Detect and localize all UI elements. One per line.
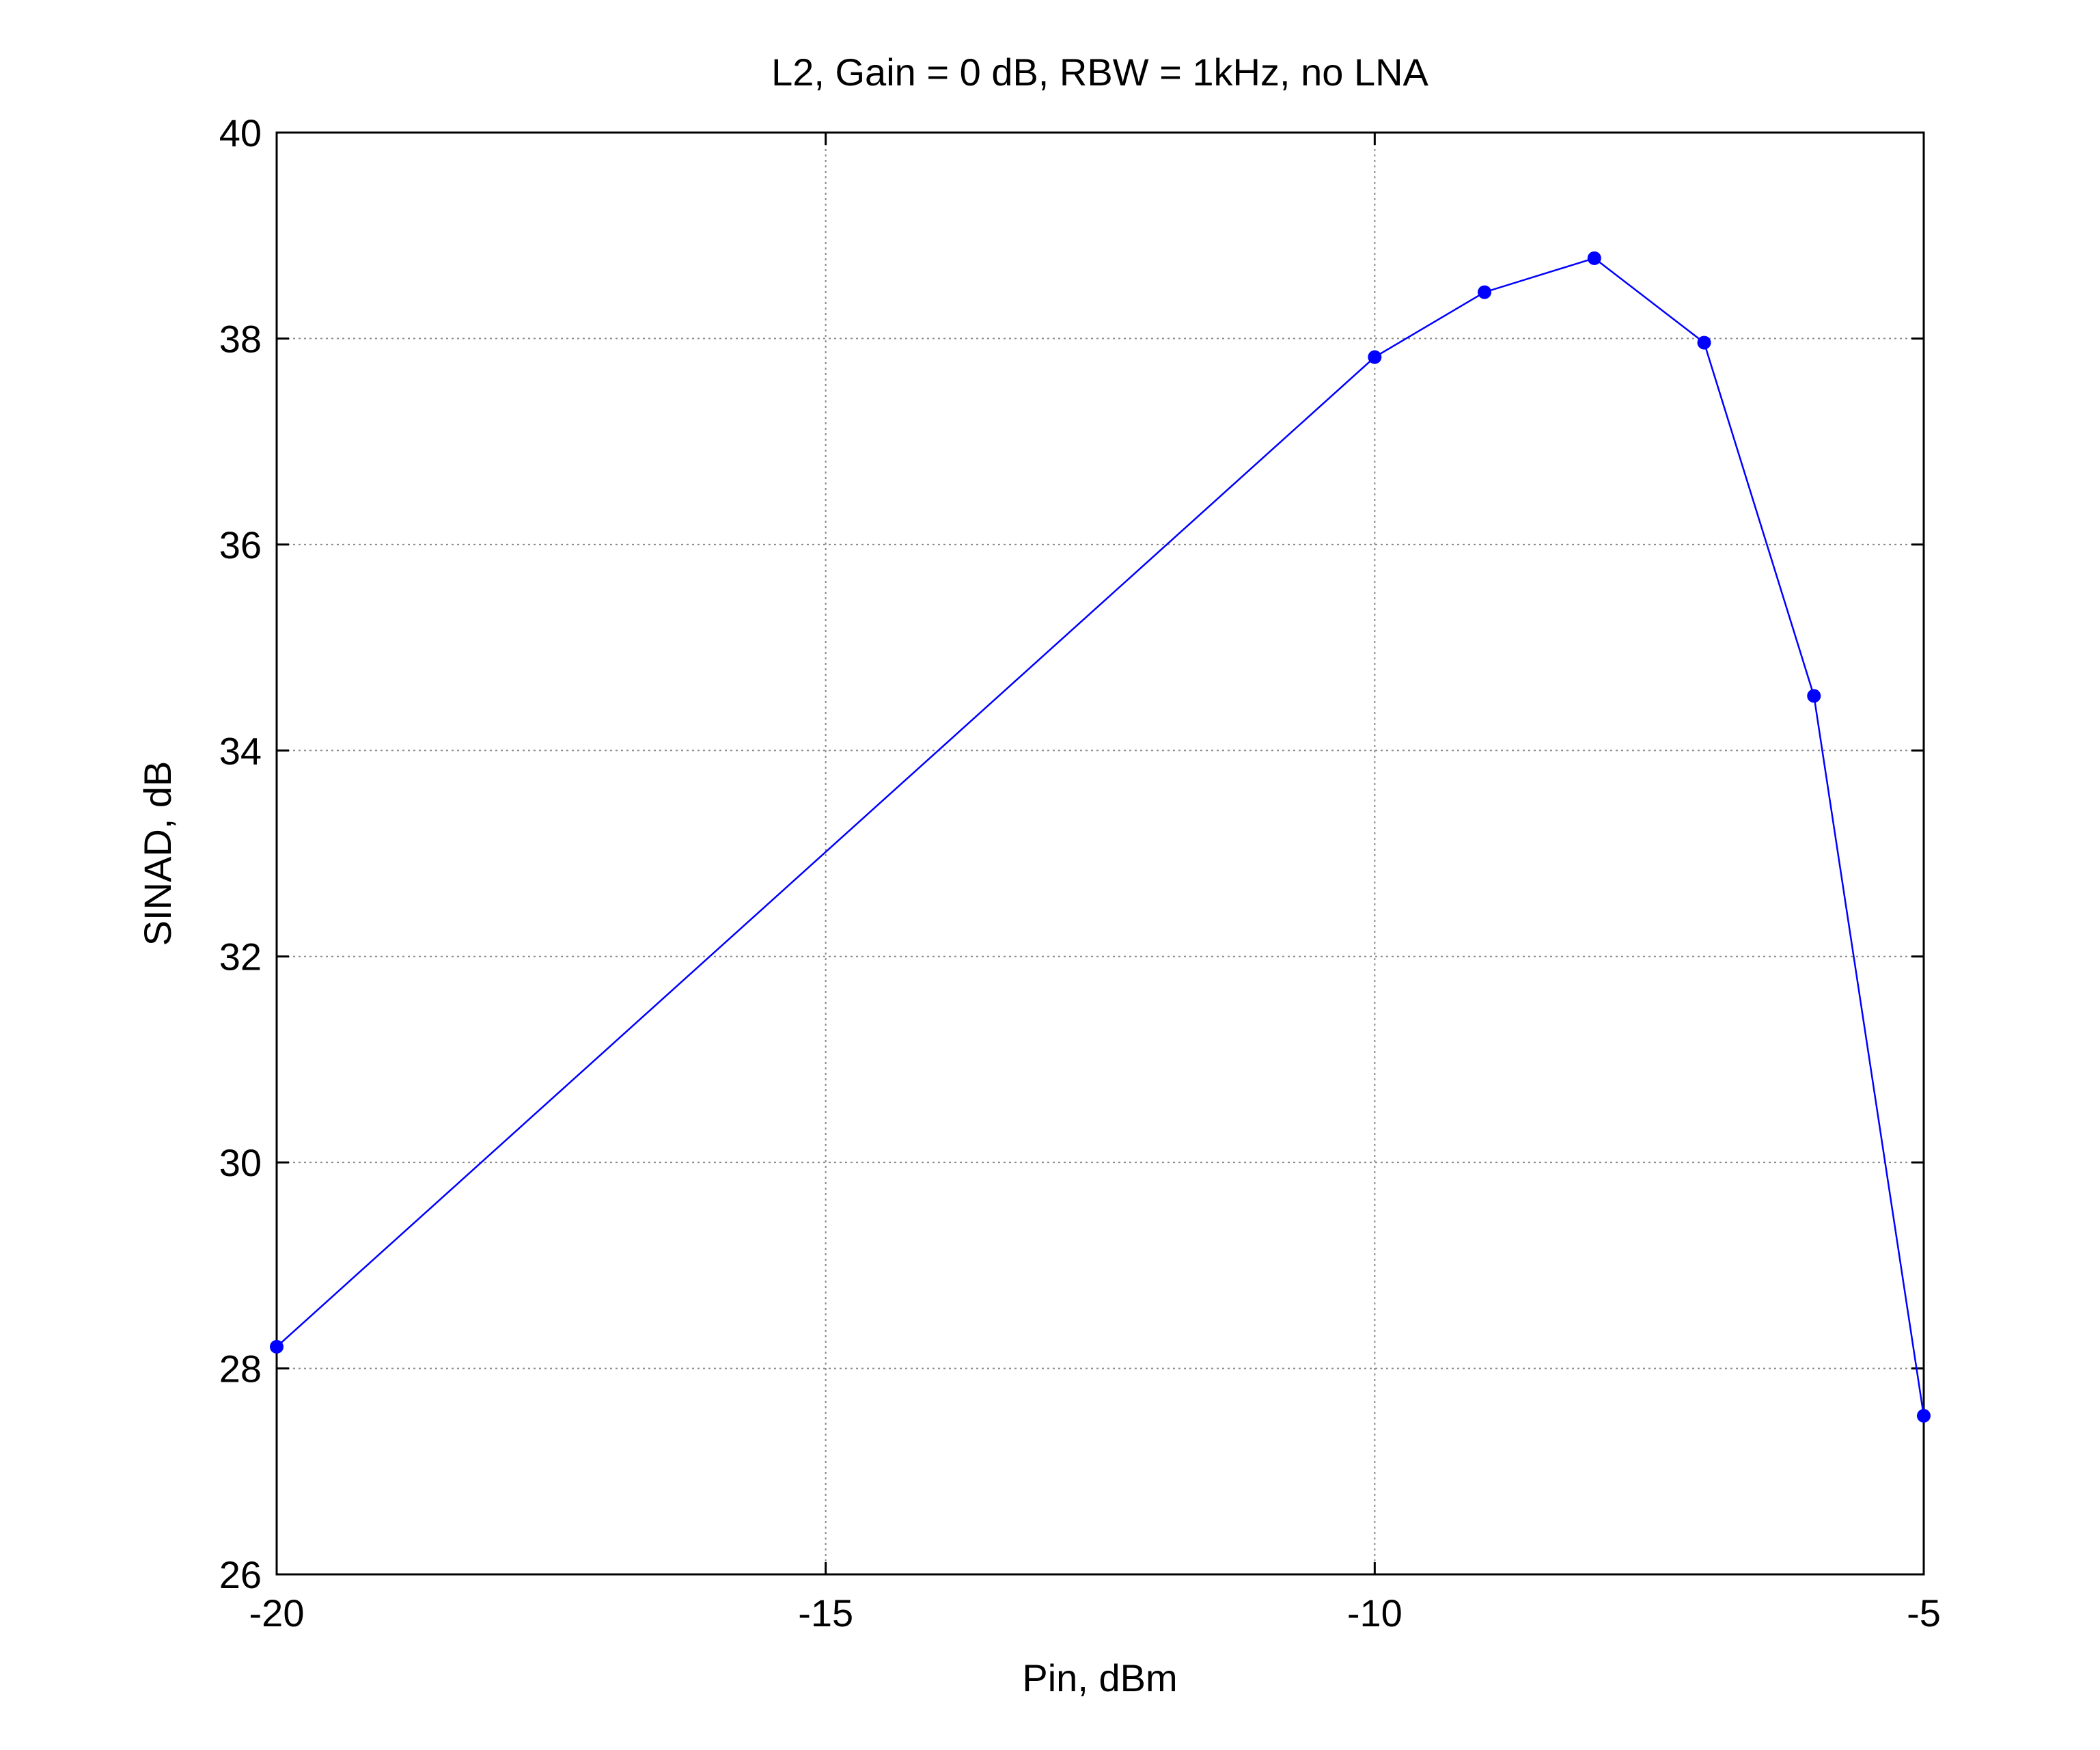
data-point: [1587, 251, 1601, 265]
data-point: [1368, 350, 1382, 364]
data-point: [270, 1339, 284, 1354]
x-tick-label: -10: [1347, 1591, 1403, 1635]
y-tick-label: 26: [219, 1553, 262, 1596]
x-axis-label: Pin, dBm: [1022, 1656, 1177, 1699]
plot-frame: [275, 131, 1925, 1576]
chart-title: L2, Gain = 0 dB, RBW = 1kHz, no LNA: [771, 51, 1428, 94]
data-point: [1807, 689, 1821, 703]
x-tick-label: -5: [1907, 1591, 1941, 1635]
y-axis-label: SINAD, dB: [136, 761, 179, 946]
y-tick-label: 34: [219, 729, 262, 772]
x-tick-label: -15: [798, 1591, 853, 1635]
y-tick-label: 32: [219, 935, 262, 979]
y-tick-label: 38: [219, 317, 262, 360]
data-point: [1478, 285, 1492, 299]
y-tick-label: 28: [219, 1348, 262, 1391]
y-tick-label: 36: [219, 523, 262, 566]
y-tick-label: 40: [219, 111, 262, 154]
y-tick-label: 30: [219, 1141, 262, 1184]
data-line: [276, 257, 1925, 1417]
x-tick-label: -20: [249, 1591, 305, 1635]
data-point: [1697, 336, 1711, 350]
data-point: [1917, 1408, 1931, 1423]
